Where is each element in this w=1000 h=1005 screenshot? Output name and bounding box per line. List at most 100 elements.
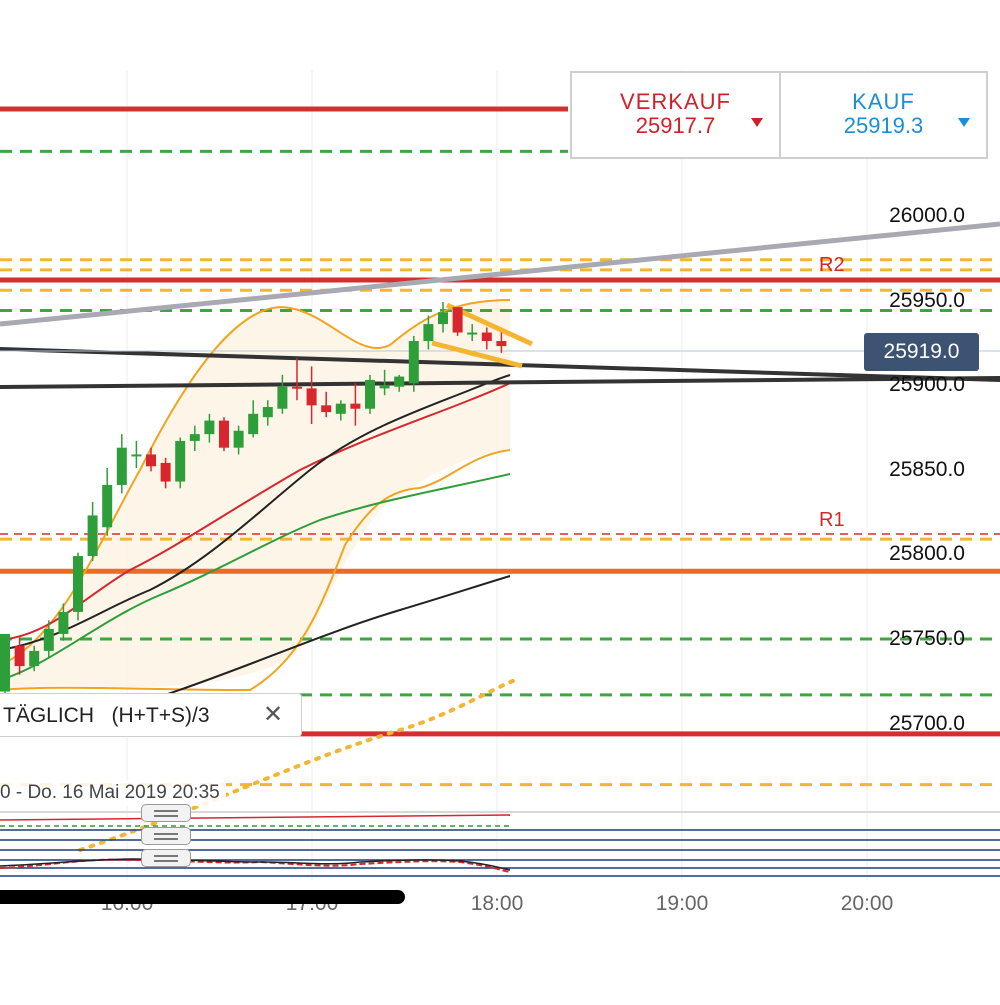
candle[interactable] <box>438 302 448 333</box>
candle-body <box>321 405 332 413</box>
sell-label: VERKAUF <box>620 89 731 114</box>
candle[interactable] <box>14 637 25 675</box>
chart-grid <box>126 70 868 880</box>
trend-line-black-lower[interactable] <box>0 376 1000 389</box>
flag-pattern-lower[interactable] <box>431 340 523 369</box>
candle-body <box>452 307 463 333</box>
candle-body <box>102 484 113 528</box>
candle-body <box>365 379 375 409</box>
candle-body <box>204 420 215 435</box>
candle-body <box>0 633 10 692</box>
candle-body <box>438 312 448 325</box>
panel-resize-handle[interactable] <box>141 804 191 822</box>
candle[interactable] <box>58 603 69 641</box>
candle[interactable] <box>160 457 171 489</box>
buy-quote-button[interactable]: KAUF 25919.3 <box>779 71 988 159</box>
sell-quote-button[interactable]: VERKAUF 25917.7 <box>570 71 781 159</box>
candle[interactable] <box>204 413 215 443</box>
sell-price: 25917.7 <box>635 113 716 138</box>
dotted-trend-line[interactable] <box>78 678 517 852</box>
candle[interactable] <box>394 374 405 392</box>
moving-average-black <box>0 374 511 651</box>
candle[interactable] <box>29 645 40 672</box>
candle[interactable] <box>219 417 229 452</box>
buy-label: KAUF <box>852 89 915 114</box>
candle[interactable] <box>277 374 288 414</box>
candle[interactable] <box>189 425 200 452</box>
pivot-label-r1: R1 <box>819 509 845 531</box>
price-axis-label: 25850.0 <box>889 458 965 481</box>
price-axis-label: 25750.0 <box>889 627 965 650</box>
price-axis-label: 25900.0 <box>889 373 965 396</box>
candle[interactable] <box>87 501 98 562</box>
candle[interactable] <box>248 400 259 438</box>
candle[interactable] <box>102 468 113 536</box>
candle[interactable] <box>467 324 478 341</box>
candle[interactable] <box>43 620 54 658</box>
candle[interactable] <box>146 447 156 472</box>
candle-body <box>219 420 229 448</box>
legend-label: TÄGLICH (H+T+S)/3 <box>3 704 210 727</box>
candlestick-series[interactable] <box>0 302 507 697</box>
candle[interactable] <box>175 437 186 489</box>
price-axis-label: 26000.0 <box>889 204 965 227</box>
candle[interactable] <box>365 374 375 414</box>
pivot-label-r2: R2 <box>819 254 845 276</box>
time-axis-label: 18:00 <box>471 892 524 915</box>
candle[interactable] <box>452 307 463 336</box>
candle[interactable] <box>116 434 127 494</box>
candle[interactable] <box>292 357 302 401</box>
home-indicator-bar[interactable] <box>0 890 405 904</box>
candle-body <box>175 440 186 482</box>
moving-average-red <box>0 382 511 641</box>
time-axis-label: 19:00 <box>656 892 709 915</box>
buy-price: 25919.3 <box>843 113 924 138</box>
price-axis: 26000.0 25950.0 25900.0 25850.0 25800.0 … <box>889 204 965 735</box>
candle[interactable] <box>408 335 419 392</box>
candle-body <box>262 407 273 418</box>
candle-body <box>394 376 405 387</box>
candle[interactable] <box>350 383 361 426</box>
candle-body <box>146 454 156 467</box>
candle[interactable] <box>321 391 332 418</box>
candle-body <box>233 430 244 448</box>
trend-line-gray[interactable] <box>0 221 1000 327</box>
buy-dropdown-triangle-icon[interactable] <box>958 118 970 127</box>
candle-body <box>189 434 200 441</box>
sell-dropdown-triangle-icon[interactable] <box>751 118 763 127</box>
candle-body <box>467 332 478 335</box>
bollinger-lower-line <box>0 449 511 692</box>
candle[interactable] <box>262 400 273 426</box>
candle-body <box>116 447 127 485</box>
candle[interactable] <box>423 315 434 350</box>
bollinger-upper-line <box>0 299 511 666</box>
price-axis-label: 25950.0 <box>889 289 965 312</box>
candle[interactable] <box>233 425 244 455</box>
candle[interactable] <box>306 366 317 424</box>
candle[interactable] <box>73 552 83 621</box>
candle[interactable] <box>379 369 390 396</box>
candle-body <box>277 386 288 409</box>
candle-body <box>408 341 419 384</box>
candle[interactable] <box>0 633 10 697</box>
trend-line-black-upper[interactable] <box>0 347 1000 382</box>
close-icon[interactable]: ✕ <box>263 701 284 728</box>
panel-resize-handle[interactable] <box>141 827 191 845</box>
candle-body <box>14 645 25 667</box>
time-axis-label: 20:00 <box>841 892 894 915</box>
candle-body <box>87 515 98 557</box>
indicator-legend[interactable]: TÄGLICH (H+T+S)/3 ✕ <box>0 693 302 737</box>
panel-resize-handle[interactable] <box>141 849 191 867</box>
candle[interactable] <box>335 400 346 421</box>
bollinger-band-fill <box>0 300 510 690</box>
candle-body <box>160 462 171 482</box>
candle[interactable] <box>131 440 142 468</box>
price-axis-label: 25700.0 <box>889 712 965 735</box>
candle[interactable] <box>496 332 507 353</box>
candle-body <box>481 332 492 341</box>
candle[interactable] <box>481 327 492 350</box>
candle-body <box>292 386 302 389</box>
candle-body <box>58 611 69 634</box>
candle-body <box>73 556 83 612</box>
